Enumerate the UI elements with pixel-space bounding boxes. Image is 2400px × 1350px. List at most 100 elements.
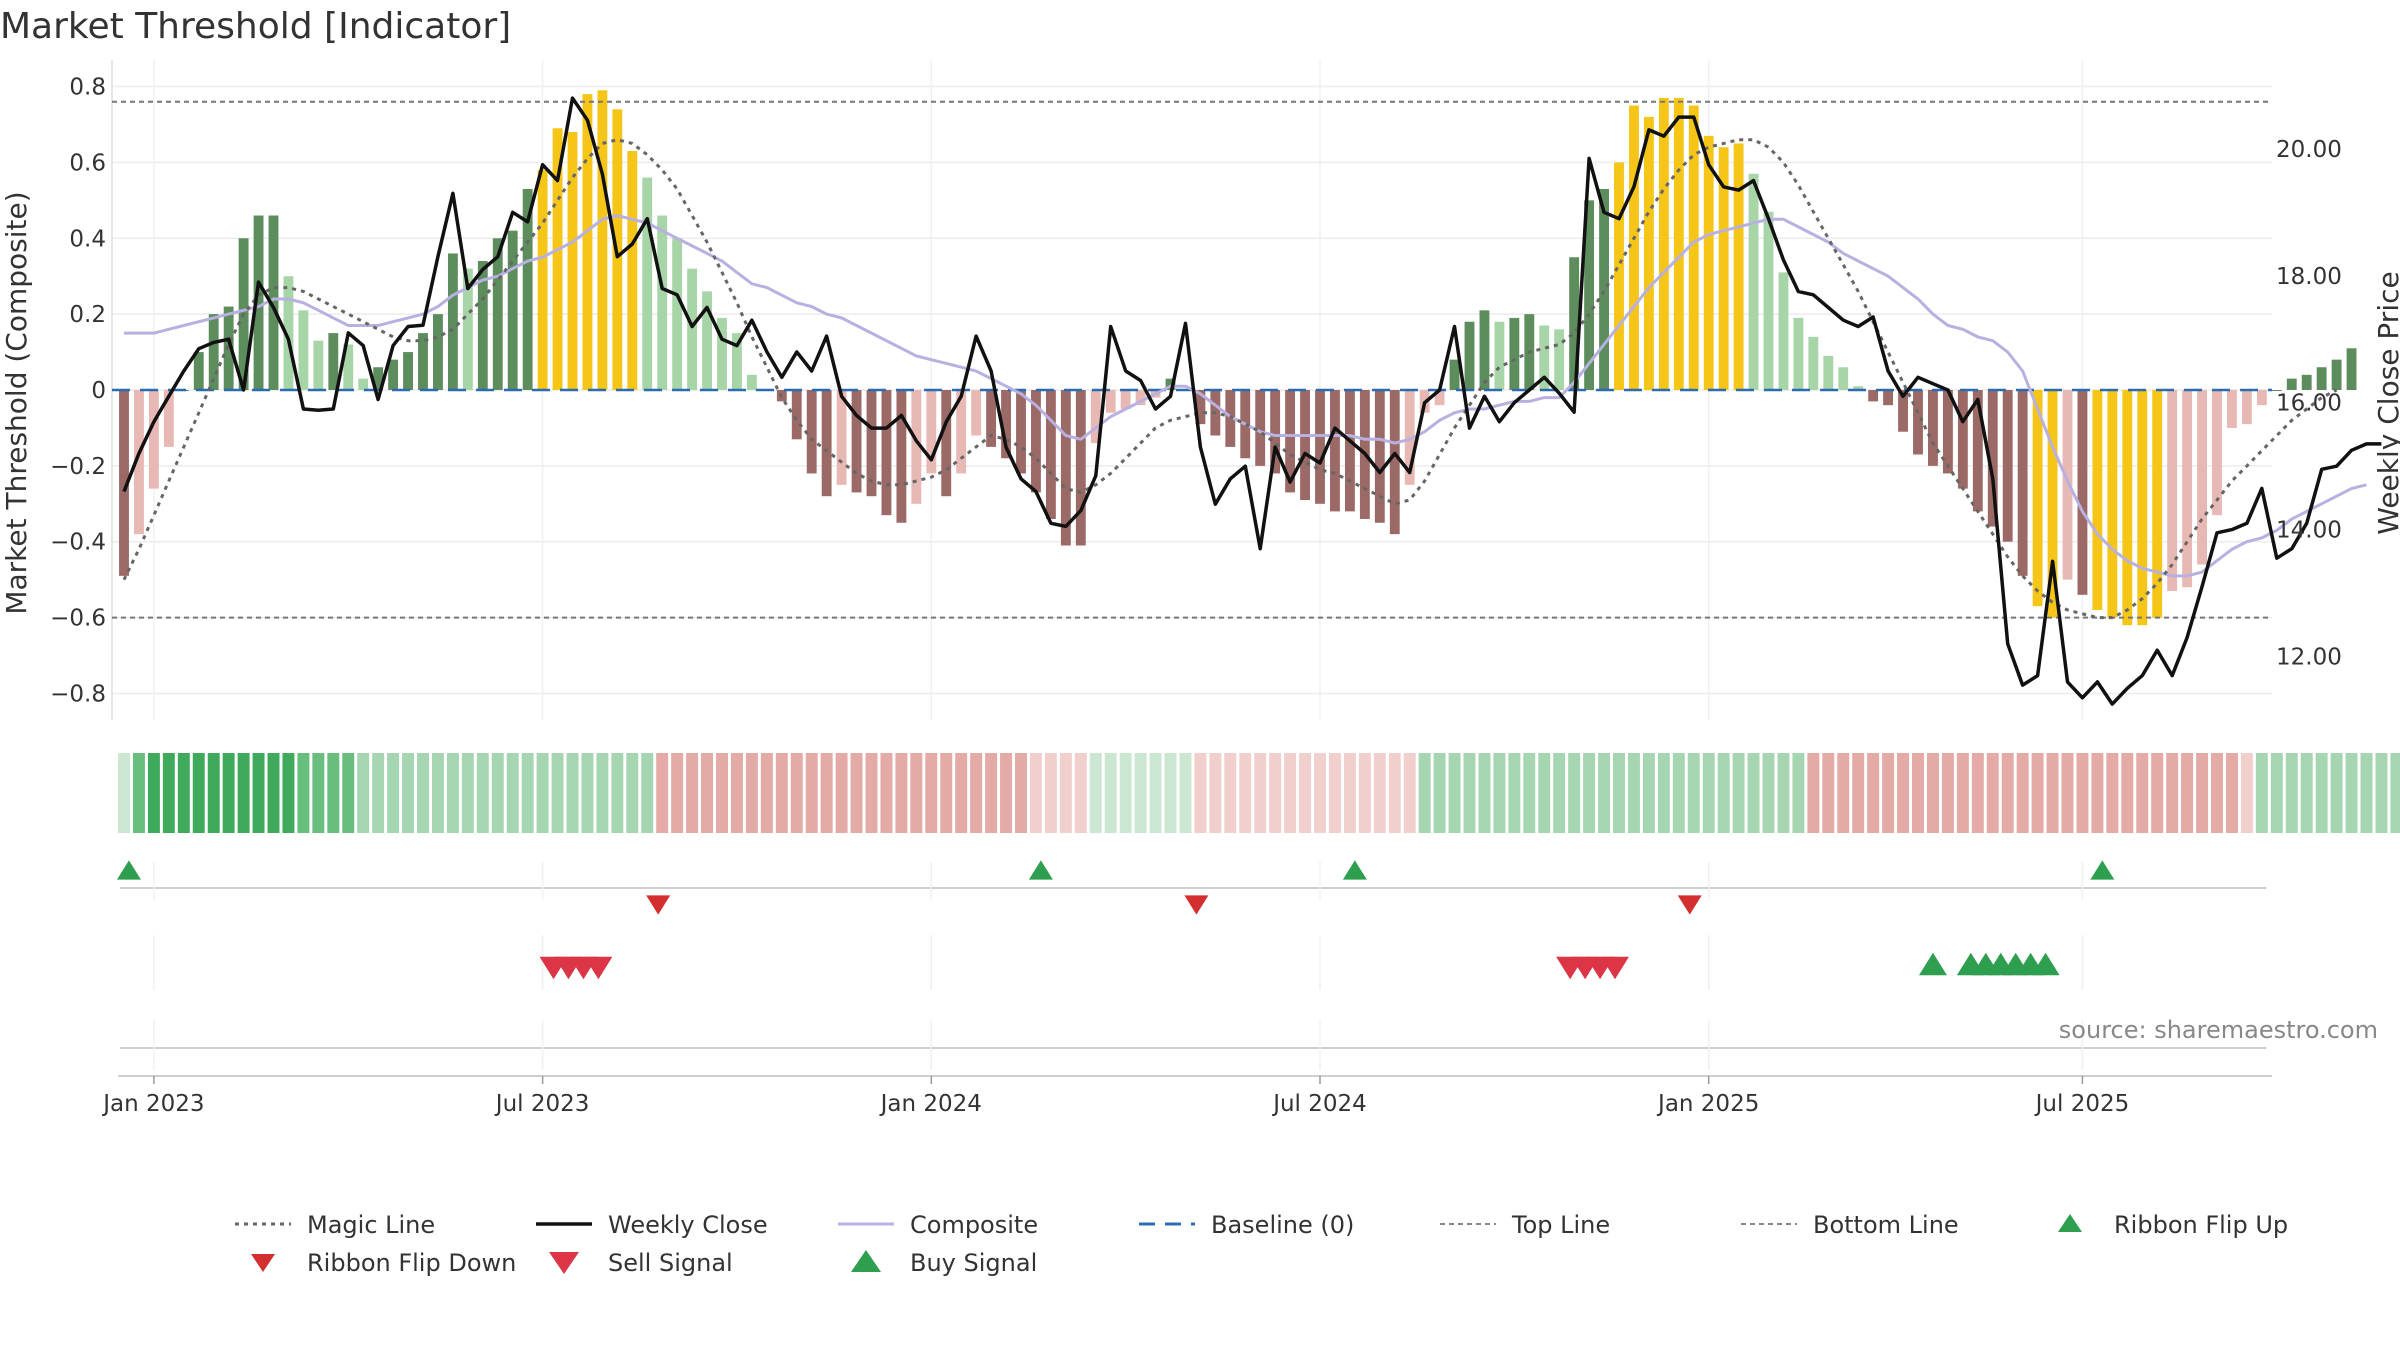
- ribbon-cell: [850, 753, 863, 833]
- ribbon-cell: [1418, 753, 1431, 833]
- composite-bar: [1853, 386, 1864, 390]
- ribbon-cell: [1583, 753, 1596, 833]
- ribbon-cell: [2315, 753, 2328, 833]
- weekly-close-line: [122, 96, 2382, 706]
- ribbon-cell: [1941, 753, 1954, 833]
- composite-bar: [253, 215, 264, 390]
- composite-bar: [462, 268, 473, 390]
- ribbon-cell: [207, 753, 220, 833]
- composite-bar: [223, 306, 234, 390]
- legend-item: Composite: [838, 1211, 1038, 1239]
- composite-bar: [732, 333, 742, 390]
- right-y-tick-label: 18.00: [2276, 264, 2342, 290]
- right-y-tick-label: 12.00: [2276, 645, 2342, 671]
- composite-bar: [1105, 390, 1116, 413]
- composite-bar: [1778, 272, 1789, 390]
- composite-bar: [2301, 374, 2312, 390]
- right-y-axis-title: Weekly Close Price: [2372, 271, 2400, 534]
- ribbon-cell: [342, 753, 355, 833]
- buy-signal-marker: [1918, 952, 1947, 976]
- ribbon-cell: [402, 753, 415, 833]
- composite-bar: [2167, 390, 2178, 592]
- composite-bar: [1584, 200, 1595, 390]
- composite-bar: [2286, 378, 2297, 390]
- ribbon-cell: [1717, 753, 1730, 833]
- legend-label: Ribbon Flip Up: [2114, 1211, 2288, 1239]
- ribbon-cell: [1538, 753, 1551, 833]
- composite-bar: [373, 367, 384, 390]
- composite-bar: [1614, 162, 1624, 390]
- ribbon-cell: [252, 753, 265, 833]
- composite-bar: [1539, 325, 1550, 390]
- legend-item: Sell Signal: [549, 1249, 733, 1277]
- ribbon-cell: [2136, 753, 2149, 833]
- composite-bar: [1928, 390, 1938, 466]
- right-y-tick-label: 14.00: [2276, 518, 2342, 544]
- ribbon-cell: [1134, 753, 1147, 833]
- composite-bar: [597, 90, 608, 391]
- ribbon-cell: [1523, 753, 1536, 833]
- legend-item: Baseline (0): [1139, 1211, 1354, 1239]
- ribbon-cell: [2061, 753, 2074, 833]
- left-y-tick-label: 0.2: [69, 302, 106, 328]
- composite-bars: [119, 90, 2357, 626]
- ribbon-cell: [267, 753, 280, 833]
- ribbon-cell: [1373, 753, 1386, 833]
- composite-bar: [986, 390, 997, 447]
- composite-bar: [2002, 390, 2013, 542]
- composite-bar: [567, 132, 578, 390]
- composite-bar: [134, 390, 144, 535]
- right-y-axis: 20.00 18.00 16.00 14.00 12.00: [2276, 137, 2342, 671]
- composite-bar: [851, 390, 862, 493]
- ribbon-flip-down-marker: [646, 895, 671, 915]
- legend-label: Ribbon Flip Down: [307, 1249, 516, 1277]
- ribbon-cell: [1493, 753, 1506, 833]
- ribbon-cell: [357, 753, 370, 833]
- left-y-tick-label: −0.4: [50, 530, 106, 556]
- composite-bar: [1703, 135, 1714, 390]
- ribbon-cell: [1433, 753, 1446, 833]
- ribbon-cell: [2121, 753, 2134, 833]
- ribbon-cell: [1792, 753, 1805, 833]
- composite-bar: [283, 276, 294, 390]
- composite-bar: [537, 170, 548, 390]
- ribbon-cell: [790, 753, 803, 833]
- composite-bar: [1748, 173, 1759, 390]
- composite-bar: [1344, 390, 1355, 512]
- composite-bar: [911, 390, 922, 504]
- x-tick-label: Jul 2025: [2034, 1091, 2130, 1117]
- legend-item: Ribbon Flip Down: [251, 1249, 516, 1277]
- composite-bar: [1733, 143, 1744, 390]
- composite-bar: [1554, 329, 1565, 390]
- x-tick-label: Jul 2023: [494, 1091, 590, 1117]
- composite-bar: [328, 333, 339, 390]
- ribbon-cell: [2076, 753, 2089, 833]
- composite-bar: [268, 215, 279, 390]
- composite-bar: [298, 310, 309, 390]
- ribbon-cell: [551, 753, 564, 833]
- left-y-tick-label: 0.8: [69, 75, 106, 101]
- ribbon-cell: [1179, 753, 1192, 833]
- legend-item: Ribbon Flip Up: [2058, 1211, 2288, 1239]
- composite-bar: [821, 390, 832, 497]
- ribbon-cell: [1926, 753, 1939, 833]
- ribbon-cell: [2181, 753, 2194, 833]
- ribbon-cell: [2151, 753, 2164, 833]
- ribbon-cell: [1852, 753, 1865, 833]
- ribbon-cell: [446, 753, 459, 833]
- composite-bar: [1270, 390, 1281, 474]
- legend-swatch: [251, 1254, 275, 1272]
- composite-bar: [507, 230, 518, 390]
- composite-bar: [687, 268, 698, 390]
- composite-bar: [956, 390, 967, 474]
- composite-bar: [1868, 390, 1879, 402]
- ribbon-cell: [1403, 753, 1416, 833]
- composite-bar: [1464, 321, 1475, 390]
- ribbon-cell: [656, 753, 669, 833]
- ribbon-cell: [1314, 753, 1326, 833]
- composite-bar: [1718, 147, 1729, 390]
- ribbon-cell: [1074, 753, 1087, 833]
- composite-bar: [1838, 367, 1849, 390]
- ribbon-cell: [1194, 753, 1207, 833]
- composite-bar: [552, 128, 563, 390]
